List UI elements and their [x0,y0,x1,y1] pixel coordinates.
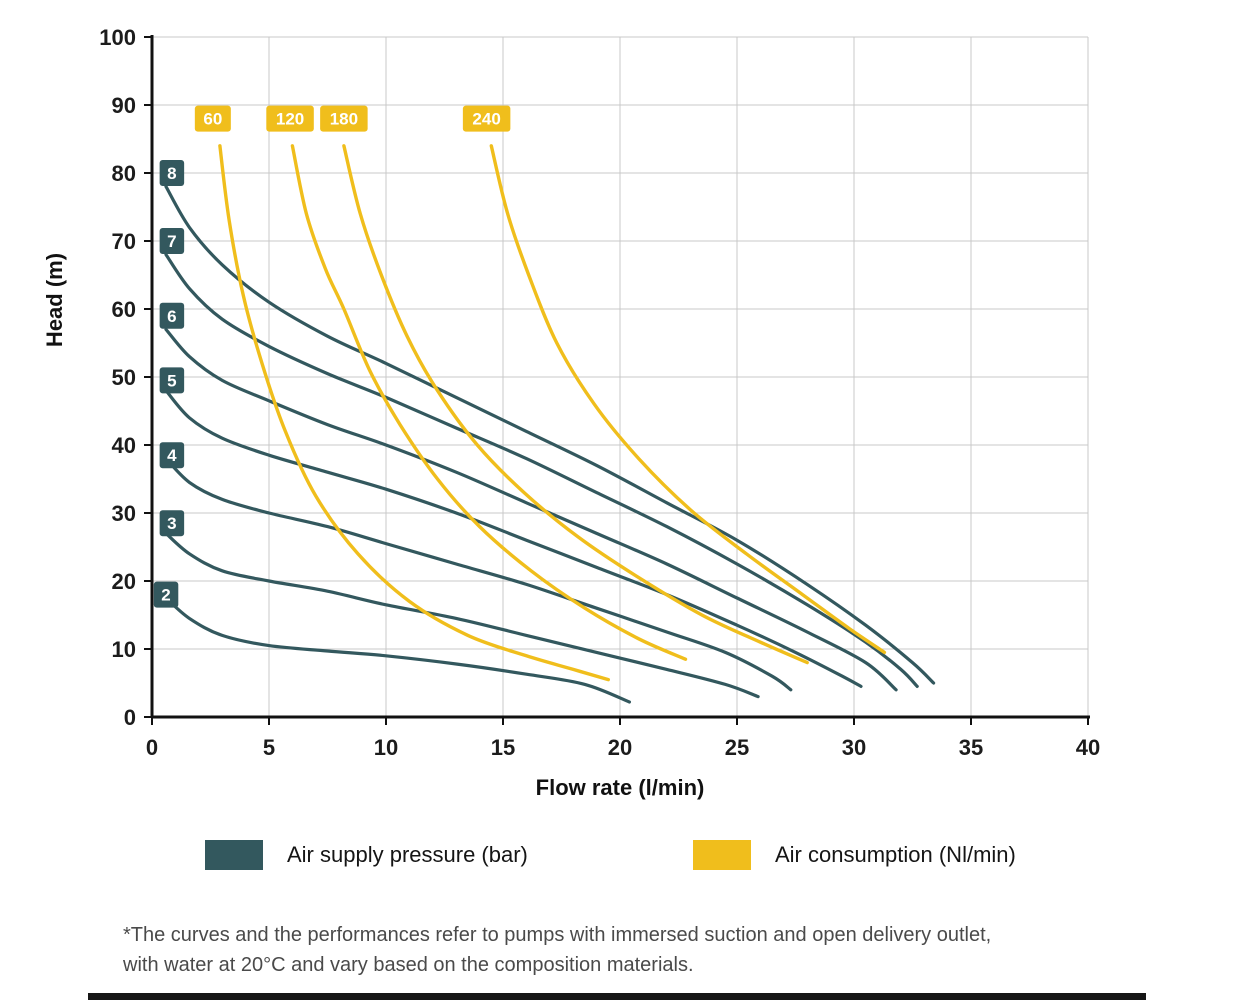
consumption-curve-120 [290,144,688,661]
pressure-label-chip-7 [159,228,185,254]
pressure-label-chip-5 [159,367,185,394]
pressure-label-text-7: 7 [167,232,176,251]
x-tick-label: 10 [374,735,398,760]
consumption-label-text-60: 60 [203,110,222,129]
pressure-color-swatch [205,840,263,870]
pressure-legend-label: Air supply pressure (bar) [287,842,528,867]
y-tick-label: 80 [112,161,136,186]
y-tick-label: 30 [112,501,136,526]
pressure-curve-4 [164,457,793,692]
consumption-label-chip-60 [194,105,231,132]
x-tick-label: 0 [146,735,158,760]
x-tick-label: 25 [725,735,749,760]
x-axis-title: Flow rate (l/min) [536,775,705,800]
pressure-label-text-8: 8 [167,164,176,183]
pressure-label-chip-2 [153,581,179,608]
footnote-line-2: with water at 20°C and vary based on the… [123,954,694,976]
y-tick-label: 0 [124,705,136,730]
pressure-label-chip-6 [159,302,185,329]
x-tick-label: 40 [1076,735,1100,760]
footnote: *The curves and the performances refer t… [123,920,1103,980]
y-tick-label: 40 [112,433,136,458]
x-tick-label: 15 [491,735,515,760]
y-tick-label: 20 [112,569,136,594]
consumption-label-chip-180 [320,105,368,132]
pressure-curve-7 [164,253,919,688]
consumption-label-text-180: 180 [330,110,358,129]
consumption-legend-label: Air consumption (Nl/min) [775,842,1016,867]
legend-item-pressure: Air supply pressure (bar) [205,840,528,870]
x-tick-label: 35 [959,735,983,760]
y-tick-label: 90 [112,93,136,118]
x-tick-label: 5 [263,735,275,760]
chart-svg: 0 5 10 15 20 25 30 35 400102030405060708090100Fl… [42,25,1100,800]
consumption-curve-180 [342,144,809,665]
pressure-curve-3 [164,531,760,699]
y-tick-label: 60 [112,297,136,322]
x-tick-label: 30 [842,735,866,760]
page-edge-bar [88,993,1146,1000]
y-tick-label: 50 [112,365,136,390]
y-axis-title: Head (m) [42,253,67,347]
legend: Air supply pressure (bar) Air consumptio… [0,840,1240,880]
pressure-curve-8 [164,185,936,685]
consumption-label-chip-240 [462,105,511,132]
pressure-label-chip-3 [159,510,185,537]
y-tick-label: 10 [112,637,136,662]
consumption-label-text-120: 120 [276,110,304,129]
pressure-label-text-2: 2 [161,586,170,605]
pressure-label-text-3: 3 [167,514,176,533]
consumption-color-swatch [693,840,751,870]
y-tick-label: 70 [112,229,136,254]
pressure-label-text-5: 5 [167,371,176,390]
pressure-label-text-4: 4 [167,446,177,465]
pressure-label-text-6: 6 [167,307,176,326]
consumption-label-chip-120 [266,105,314,132]
pressure-label-chip-8 [159,160,185,186]
consumption-curve-240 [489,144,887,655]
consumption-label-text-240: 240 [472,110,500,129]
pressure-curve-2 [164,596,631,704]
footnote-line-1: *The curves and the performances refer t… [123,924,992,946]
pressure-label-chip-4 [159,442,185,469]
legend-item-consumption: Air consumption (Nl/min) [693,840,1016,870]
x-tick-label: 20 [608,735,632,760]
pressure-curve-6 [164,327,898,692]
y-tick-label: 100 [99,25,136,50]
consumption-curve-60 [218,144,610,682]
pressure-curve-5 [164,389,863,688]
